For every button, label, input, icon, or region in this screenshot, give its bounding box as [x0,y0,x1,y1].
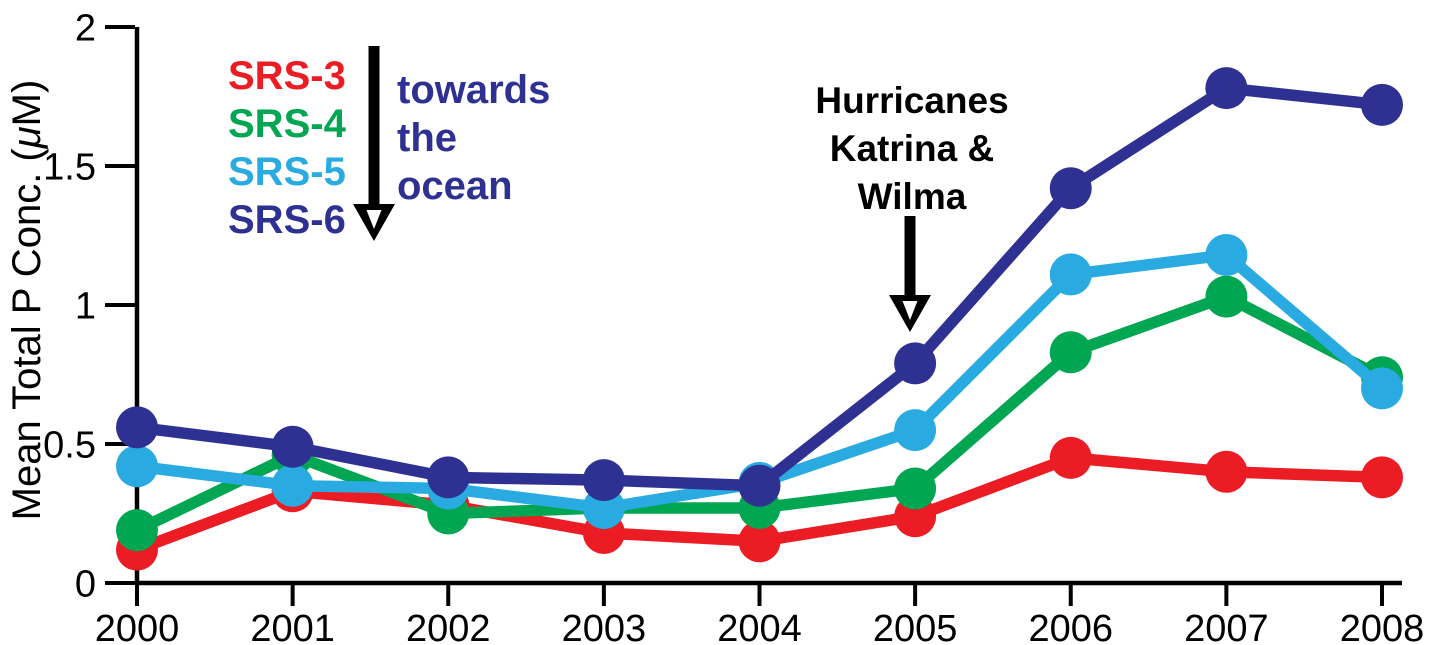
data-point-SRS-5-2007 [1205,233,1248,276]
y-tick-label: 0 [75,564,96,606]
data-point-SRS-5-2001 [271,464,314,507]
y-axis-title-unit: M) [5,80,49,127]
data-point-SRS-5-2005 [894,409,937,452]
x-tick-label: 2004 [717,608,802,645]
data-point-SRS-3-2004 [738,520,781,563]
data-point-SRS-6-2006 [1049,167,1092,210]
data-point-SRS-6-2008 [1361,83,1403,126]
data-point-SRS-4-2006 [1049,331,1092,374]
towards-ocean-arrow-notch [366,210,382,229]
data-point-SRS-6-2001 [271,425,314,468]
x-tick-label: 2006 [1028,608,1113,645]
legend-item-srs6: SRS-6 [228,198,346,242]
data-point-SRS-5-2000 [116,445,158,488]
legend-item-srs4: SRS-4 [228,102,347,146]
y-tick-label: 1 [75,286,96,328]
data-point-SRS-5-2006 [1049,253,1092,296]
towards-ocean-line2: the [397,116,457,160]
towards-ocean-arrow-shaft [368,46,380,207]
x-tick-label: 2005 [873,608,958,645]
data-series [116,67,1403,571]
x-tick-label: 2008 [1340,608,1425,645]
towards-ocean-line3: ocean [397,164,513,208]
data-point-SRS-3-2007 [1205,450,1248,493]
x-tick-label: 2003 [562,608,647,645]
hurricanes-annotation: Hurricanes Katrina & Wilma [815,80,1009,332]
data-point-SRS-6-2002 [427,456,470,499]
towards-ocean-line1: towards [397,68,550,112]
series-line-SRS-6 [131,82,1388,492]
data-point-SRS-3-2006 [1049,436,1092,479]
x-tick-label: 2002 [406,608,491,645]
data-point-SRS-5-2008 [1361,367,1403,410]
hurricanes-arrow-shaft [904,216,916,298]
data-point-SRS-4-2000 [116,509,158,552]
data-point-SRS-4-2007 [1205,275,1248,318]
data-point-SRS-6-2005 [894,342,937,385]
hurricanes-arrow-notch [902,301,918,320]
y-axis-title: Mean Total P Conc. (μM) [5,80,49,521]
data-point-SRS-6-2003 [582,459,625,502]
y-tick-label: 1.5 [43,147,96,189]
hurricanes-line2: Katrina & [830,128,994,169]
data-point-SRS-6-2004 [738,464,781,507]
x-tick-label: 2001 [250,608,335,645]
legend: SRS-3 SRS-4 SRS-5 SRS-6 [228,54,347,242]
y-axis-ticks: 0 0.5 1 1.5 2 [43,8,135,606]
x-axis-ticks: 2000 2001 2002 2003 2004 2005 2006 2007 2008 [95,585,1425,645]
towards-ocean-annotation: towards the ocean [353,46,550,241]
y-tick-label: 2 [75,8,96,50]
hurricanes-line3: Wilma [858,176,967,217]
axes [134,27,1402,586]
data-point-SRS-3-2008 [1361,456,1403,499]
x-tick-label: 2007 [1184,608,1269,645]
data-point-SRS-4-2005 [894,467,937,510]
y-tick-label: 0.5 [43,425,96,467]
data-point-SRS-6-2000 [116,406,158,449]
x-tick-label: 2000 [95,608,180,645]
legend-item-srs3: SRS-3 [228,54,346,98]
data-point-SRS-6-2007 [1205,67,1248,110]
legend-item-srs5: SRS-5 [228,150,346,194]
y-axis-title-text: Mean Total P Conc. ( [5,148,49,521]
hurricanes-line1: Hurricanes [815,80,1008,121]
mu-symbol: μ [5,126,49,149]
